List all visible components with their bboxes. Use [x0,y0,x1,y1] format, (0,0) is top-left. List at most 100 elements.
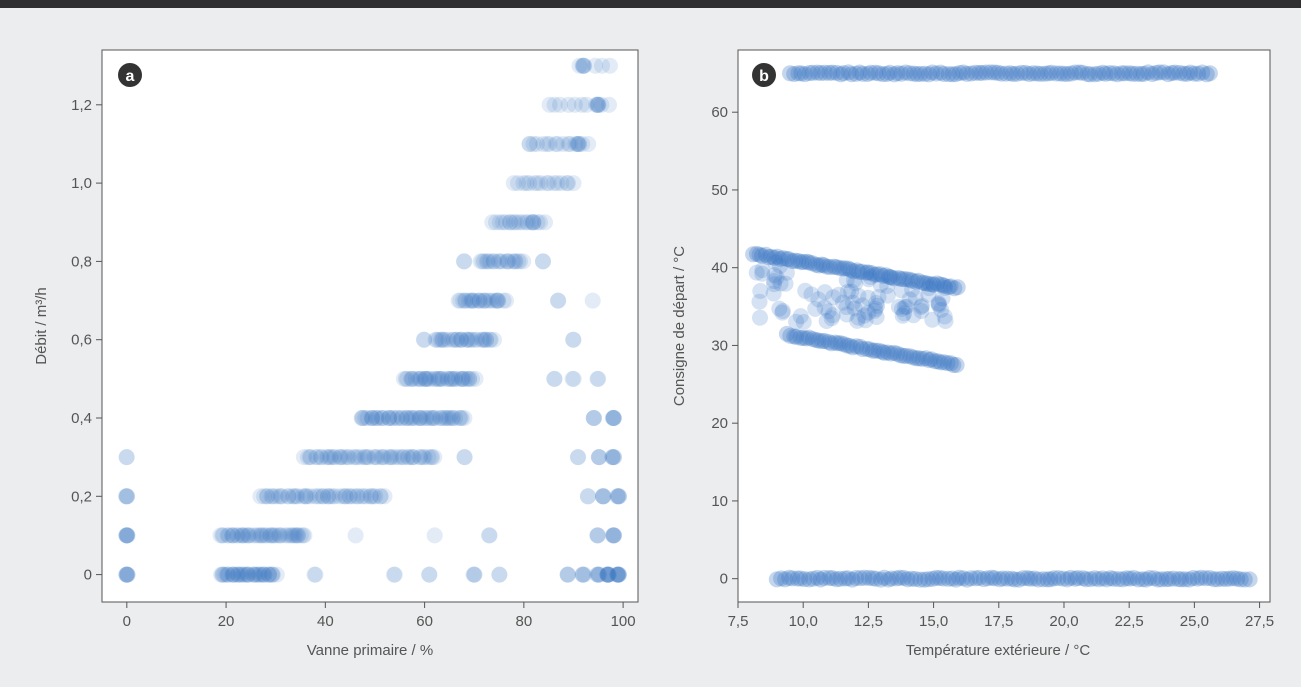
scatter-point [451,410,468,426]
scatter-point [383,449,400,466]
scatter-point [452,410,469,426]
scatter-point [777,275,794,292]
scatter-point [1013,64,1030,81]
scatter-point [1071,64,1088,81]
scatter-point [478,331,494,348]
x-tick-label: 27,5 [1245,613,1274,630]
scatter-point [347,449,364,466]
scatter-point [870,342,887,359]
scatter-point [559,566,576,583]
scatter-point [224,566,241,583]
scatter-point [422,449,439,466]
scatter-points-a [118,57,628,583]
scatter-point [475,331,491,348]
scatter-point [834,260,851,277]
scatter-point [815,257,832,274]
y-tick-label: 20 [711,415,728,432]
scatter-point [600,566,617,583]
scatter-point [375,410,392,426]
scatter-point [469,292,486,309]
scatter-point [788,313,805,330]
scatter-point [812,571,829,588]
scatter-point [326,449,343,466]
scatter-point [412,410,429,426]
scatter-point [975,571,992,588]
scatter-point [264,488,281,505]
scatter-point [869,266,886,283]
scatter-point [922,276,939,293]
scatter-point [894,301,910,317]
scatter-point [567,136,584,152]
y-tick-label: 50 [711,182,728,199]
scatter-point [368,410,385,426]
scatter-point [417,410,434,426]
scatter-point [1048,65,1065,82]
scatter-point [324,488,341,505]
scatter-point [118,488,134,505]
scatter-point [858,264,875,281]
scatter-point [362,488,379,505]
scatter-point [816,299,833,316]
scatter-point [257,527,274,544]
scatter-point [888,570,905,587]
scatter-point [609,566,626,583]
scatter-point [498,292,514,309]
scatter-point [1160,66,1177,83]
scatter-point [529,214,546,231]
scatter-point [955,64,972,81]
scatter-point [1170,571,1187,588]
scatter-point [1017,64,1034,81]
scatter-point [1178,65,1195,82]
scatter-point [828,571,845,588]
scatter-point [349,488,365,505]
scatter-point [1163,65,1180,81]
scatter-point [535,253,551,270]
scatter-point [930,353,946,370]
scatter-point [879,344,896,361]
scatter-point [825,258,842,275]
scatter-point [448,331,465,348]
scatter-point [781,569,798,586]
scatter-point [1175,65,1192,82]
scatter-point [851,64,868,81]
scatter-point [521,136,538,152]
scatter-point [1063,65,1080,82]
scatter-point [119,527,136,544]
scatter-point [848,65,864,82]
scatter-point [374,449,391,466]
scatter-point [944,66,961,83]
scatter-point [1069,570,1086,586]
scatter-point [883,570,900,587]
scatter-point [561,136,578,152]
scatter-point [456,410,473,426]
scatter-point [940,570,957,587]
scatter-point [417,370,434,387]
scatter-point [399,449,416,466]
scatter-point [418,370,435,387]
scatter-point [220,566,237,583]
scatter-point [336,449,353,466]
scatter-point [955,570,972,587]
scatter-point [485,253,502,270]
scatter-point [848,338,865,355]
scatter-point [352,449,369,466]
scatter-point [486,331,502,348]
scatter-point [842,261,859,278]
scatter-point [259,488,276,505]
scatter-point [403,449,420,466]
scatter-point [924,570,941,587]
scatter-point [550,292,567,309]
scatter-point [460,331,477,348]
scatter-point [1232,571,1249,588]
y-axis-label-a: Débit / m³/h [33,287,50,365]
scatter-point [484,214,501,231]
scatter-point [504,253,521,270]
scatter-point [1225,570,1242,587]
scatter-point [315,488,332,505]
scatter-point [573,96,590,113]
scatter-point [914,274,931,291]
scatter-point [426,370,443,387]
scatter-point [318,449,335,466]
scatter-point [934,277,951,293]
x-tick-label: 20,0 [1049,613,1078,630]
